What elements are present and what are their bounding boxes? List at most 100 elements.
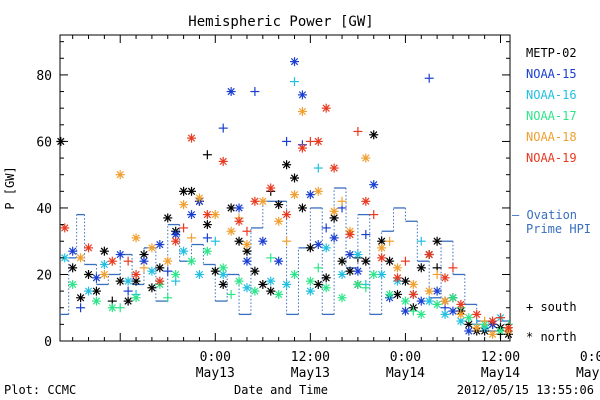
point-noaa-17-north — [400, 296, 410, 306]
point-metp-02-north — [84, 269, 94, 279]
x-tick-day-label: May15 — [576, 366, 600, 381]
point-noaa-19-north — [60, 223, 70, 233]
point-noaa-19-north — [250, 196, 260, 206]
point-noaa-17-north — [91, 296, 101, 306]
point-stroke — [243, 240, 251, 249]
point-stroke — [179, 187, 188, 195]
point-noaa-17-north — [68, 279, 78, 289]
point-metp-02-north — [416, 263, 426, 273]
point-noaa-15-north — [369, 180, 379, 190]
point-noaa-16-north — [305, 286, 315, 296]
legend-ovation-line2: Prime HPI — [526, 222, 591, 236]
point-stroke — [251, 267, 259, 275]
point-noaa-17-north — [385, 289, 395, 299]
point-stroke — [330, 207, 338, 215]
point-stroke — [195, 194, 204, 202]
point-stroke — [251, 197, 259, 205]
point-stroke — [235, 217, 243, 225]
point-stroke — [274, 200, 283, 209]
point-noaa-19-south — [353, 126, 363, 136]
point-noaa-17-south — [313, 263, 323, 273]
point-stroke — [409, 290, 418, 299]
point-noaa-18-north — [377, 243, 387, 253]
point-stroke — [346, 267, 354, 275]
point-noaa-18-north — [297, 107, 307, 116]
plot-frame — [59, 34, 511, 342]
point-stroke — [108, 304, 116, 312]
point-metp-02-north — [131, 276, 141, 286]
point-noaa-19-south — [400, 256, 410, 266]
point-stroke — [84, 244, 93, 252]
point-metp-02-south — [202, 150, 212, 160]
point-stroke — [259, 197, 267, 205]
point-stroke — [140, 257, 148, 265]
point-stroke — [504, 324, 513, 332]
point-noaa-18-north — [147, 243, 157, 253]
point-stroke — [488, 330, 497, 339]
legend-entry-metp-02: METP-02 — [526, 46, 577, 60]
point-stroke — [393, 290, 402, 299]
point-noaa-19-south — [123, 256, 133, 266]
point-stroke — [393, 274, 402, 282]
point-noaa-16-north — [440, 309, 450, 319]
point-noaa-19-north — [440, 273, 450, 283]
point-stroke — [298, 107, 307, 116]
point-noaa-19-north — [503, 323, 513, 333]
point-stroke — [354, 280, 362, 289]
point-noaa-16-north — [99, 260, 109, 269]
point-stroke — [401, 307, 410, 315]
point-stroke — [370, 270, 378, 279]
point-noaa-16-north — [424, 296, 434, 306]
point-noaa-15-south — [282, 136, 292, 146]
point-noaa-19-south — [448, 263, 458, 273]
point-noaa-15-south — [250, 87, 260, 97]
y-tick-label: 20 — [36, 268, 52, 283]
point-stroke — [425, 297, 433, 305]
point-stroke — [282, 280, 291, 289]
point-stroke — [61, 254, 69, 262]
point-stroke — [179, 247, 188, 255]
point-stroke — [377, 237, 386, 245]
point-noaa-18-north — [115, 170, 125, 180]
point-noaa-19-south — [495, 313, 505, 323]
footer-plot-source: Plot: CCMC — [4, 383, 76, 397]
point-stroke — [172, 230, 180, 239]
point-metp-02-north — [337, 256, 347, 266]
point-metp-02-north — [400, 276, 410, 286]
point-noaa-19-north — [361, 196, 371, 206]
point-noaa-18-south — [432, 269, 442, 279]
point-noaa-15-north — [305, 190, 315, 200]
point-stroke — [156, 277, 164, 285]
point-stroke — [148, 244, 156, 252]
point-stroke — [441, 310, 449, 319]
point-stroke — [409, 280, 418, 289]
point-noaa-17-south — [408, 306, 418, 316]
point-metp-02-north — [345, 266, 355, 276]
point-stroke — [370, 131, 378, 139]
point-noaa-18-south — [480, 316, 490, 326]
y-axis-label: P [GW] — [3, 166, 17, 209]
point-metp-02-north — [202, 220, 212, 230]
plot-border — [59, 34, 511, 342]
point-noaa-19-south — [242, 226, 252, 236]
point-noaa-16-south — [210, 236, 220, 246]
point-noaa-15-south — [202, 233, 212, 243]
point-noaa-18-south — [139, 263, 149, 273]
point-stroke — [465, 314, 473, 322]
point-stroke — [377, 254, 386, 262]
point-noaa-18-north — [440, 296, 450, 306]
legend-entry-noaa-18: NOAA-18 — [526, 130, 577, 144]
point-metp-02-north — [361, 256, 371, 266]
point-stroke — [92, 297, 101, 305]
point-stroke — [132, 234, 140, 242]
point-metp-02-north — [305, 243, 315, 253]
point-stroke — [290, 57, 299, 66]
point-stroke — [267, 287, 275, 295]
point-metp-02-north — [115, 276, 125, 286]
point-stroke — [219, 264, 227, 272]
point-stroke — [298, 144, 307, 152]
legend: METP-02 NOAA-15 NOAA-16 NOAA-17 NOAA-18 NOAA-… — [512, 46, 591, 344]
point-noaa-16-south — [313, 163, 323, 173]
point-noaa-18-north — [290, 190, 300, 200]
point-noaa-17-north — [290, 269, 300, 279]
